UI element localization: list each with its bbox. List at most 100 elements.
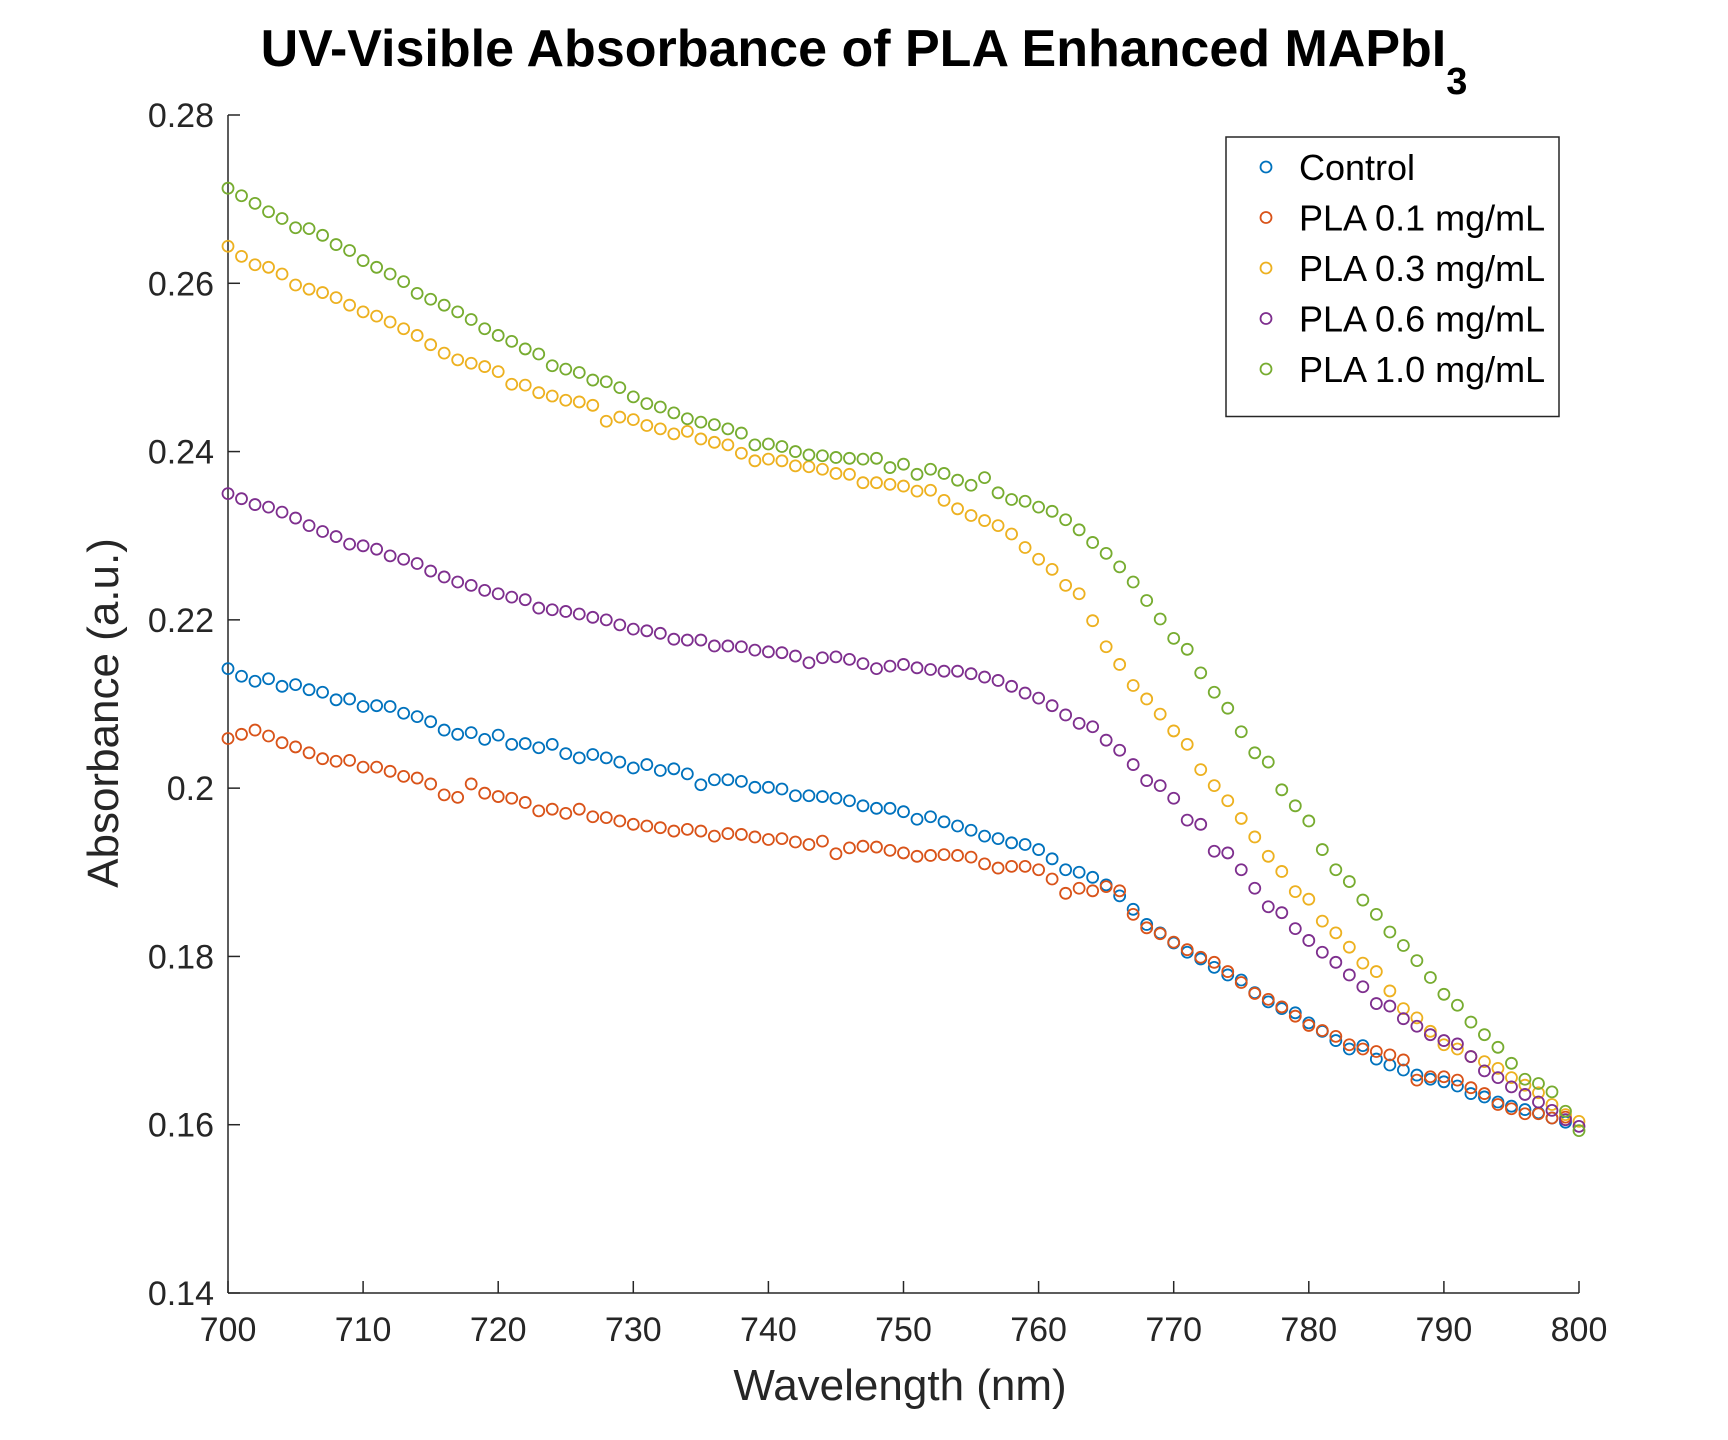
data-point: [1167, 791, 1181, 805]
data-point: [1153, 612, 1167, 626]
data-point: [843, 794, 856, 808]
data-point: [248, 258, 262, 272]
data-point: [667, 427, 681, 441]
data-point: [1032, 500, 1045, 514]
data-point: [1315, 945, 1329, 959]
data-point: [1396, 1002, 1410, 1015]
legend-label: PLA 0.3 mg/mL: [1299, 248, 1545, 289]
data-point: [1113, 743, 1127, 757]
data-point: [1140, 921, 1154, 935]
data-point: [1140, 692, 1154, 706]
data-point: [302, 222, 316, 235]
data-point: [748, 830, 762, 844]
data-point: [1099, 546, 1113, 560]
data-point: [1180, 642, 1194, 656]
data-point: [1180, 943, 1194, 957]
data-point: [1059, 708, 1073, 722]
data-point: [829, 847, 843, 861]
data-point: [1194, 666, 1208, 680]
data-point: [897, 846, 910, 860]
data-point: [937, 815, 951, 829]
data-point: [721, 773, 735, 787]
data-point: [1288, 885, 1302, 899]
data-point: [1437, 1034, 1451, 1047]
data-point: [762, 780, 775, 794]
data-point: [1545, 1098, 1559, 1111]
data-point: [235, 727, 248, 741]
data-point: [843, 451, 856, 465]
data-point: [1072, 881, 1086, 895]
data-point: [1018, 838, 1032, 851]
data-point: [1288, 1006, 1302, 1020]
data-point: [545, 389, 559, 403]
data-point: [721, 639, 735, 653]
data-point: [1221, 968, 1235, 982]
data-point: [1491, 1071, 1505, 1084]
data-point: [1059, 578, 1073, 592]
data-point: [586, 373, 600, 387]
legend-label: PLA 1.0 mg/mL: [1299, 349, 1545, 390]
data-point: [910, 661, 924, 675]
data-point: [1505, 1056, 1518, 1070]
data-point: [1113, 560, 1127, 574]
data-point: [924, 462, 937, 476]
data-point: [532, 386, 546, 400]
data-point: [356, 539, 370, 553]
data-point: [1045, 872, 1059, 886]
data-point: [951, 849, 964, 862]
data-point: [856, 839, 870, 853]
data-point: [1248, 830, 1262, 844]
data-point: [1059, 513, 1073, 527]
data-point: [640, 758, 654, 771]
data-point: [424, 338, 438, 352]
data-point: [397, 275, 411, 289]
data-point: [1369, 997, 1383, 1010]
data-point: [1180, 737, 1194, 751]
data-point: [816, 449, 829, 463]
data-point: [1275, 865, 1289, 878]
data-point: [910, 812, 924, 826]
data-point: [1261, 849, 1275, 863]
data-point: [1045, 504, 1059, 518]
data-point: [1140, 918, 1154, 931]
data-point: [870, 451, 883, 465]
data-point: [1478, 1028, 1491, 1042]
data-point: [1478, 1090, 1491, 1104]
data-point: [343, 753, 356, 767]
data-point: [559, 605, 573, 618]
data-point: [289, 678, 302, 692]
data-point: [1086, 614, 1100, 628]
data-point: [505, 590, 519, 604]
x-tick-label: 710: [335, 1311, 392, 1349]
data-point: [235, 492, 248, 506]
data-point: [748, 438, 762, 452]
data-point: [829, 451, 843, 464]
data-point: [356, 254, 370, 267]
data-point: [545, 802, 559, 816]
data-point: [1451, 1037, 1464, 1051]
data-point: [1234, 863, 1248, 877]
data-point: [302, 519, 316, 533]
data-point: [1261, 900, 1275, 914]
data-point: [1086, 870, 1100, 884]
data-point: [505, 791, 519, 805]
data-point: [397, 706, 411, 720]
data-point: [613, 814, 627, 828]
data-point: [1329, 1029, 1343, 1043]
data-point: [613, 381, 627, 395]
x-tick-label: 730: [605, 1311, 662, 1349]
data-point: [478, 322, 492, 336]
data-point: [775, 832, 789, 846]
data-point: [924, 663, 937, 676]
data-point: [545, 603, 559, 617]
data-point: [1383, 925, 1397, 939]
x-tick-label: 720: [470, 1311, 527, 1349]
data-point: [1396, 939, 1410, 952]
data-point: [559, 393, 573, 407]
data-point: [883, 844, 897, 857]
data-point: [478, 786, 492, 800]
data-point: [1464, 1087, 1478, 1100]
data-point: [1342, 940, 1356, 954]
data-point: [613, 618, 627, 632]
data-point: [1356, 893, 1370, 907]
